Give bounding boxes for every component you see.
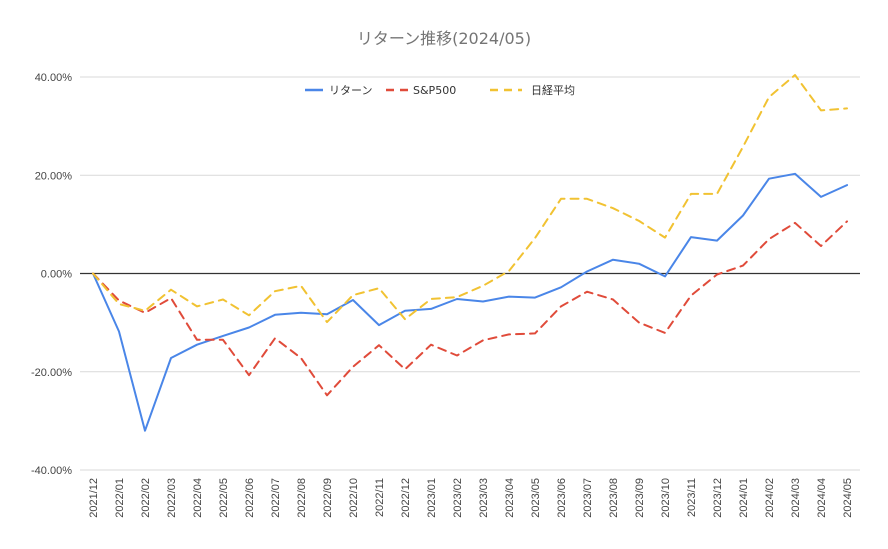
x-tick-label: 2022/02	[140, 478, 152, 518]
x-tick-label: 2023/07	[582, 478, 594, 518]
y-axis-ticks: 40.00% 20.00% 0.00% -20.00% -40.00%	[31, 72, 72, 477]
x-tick-label: 2024/04	[816, 478, 828, 518]
x-tick-label: 2023/01	[426, 478, 438, 518]
x-tick-label: 2023/03	[478, 478, 490, 518]
x-tick-label: 2021/12	[88, 478, 100, 518]
legend-label-0: リターン	[329, 84, 372, 97]
x-tick-label: 2023/06	[556, 478, 568, 518]
x-tick-label: 2023/05	[530, 478, 542, 518]
x-tick-label: 2024/02	[764, 478, 776, 518]
y-tick-label: 40.00%	[35, 72, 73, 84]
x-tick-label: 2022/10	[348, 478, 360, 518]
grid-lines	[80, 76, 860, 471]
legend: リターン S&P500 日経平均	[305, 84, 575, 97]
x-tick-label: 2022/03	[166, 478, 178, 518]
series-lines	[92, 74, 848, 432]
x-tick-label: 2022/05	[218, 478, 230, 518]
x-tick-label: 2023/02	[452, 478, 464, 518]
x-tick-label: 2023/04	[504, 478, 516, 518]
x-tick-label: 2022/06	[244, 478, 256, 518]
x-tick-label: 2023/12	[712, 478, 724, 518]
x-tick-label: 2024/03	[790, 478, 802, 518]
x-tick-label: 2024/01	[738, 478, 750, 518]
legend-label-1: S&P500	[413, 84, 456, 97]
x-tick-label: 2024/05	[842, 478, 854, 518]
x-tick-label: 2022/09	[322, 478, 334, 518]
legend-label-2: 日経平均	[531, 84, 575, 97]
y-tick-label: 0.00%	[41, 269, 72, 281]
y-tick-label: -20.00%	[31, 367, 72, 379]
x-tick-label: 2023/08	[608, 478, 620, 518]
x-tick-label: 2022/11	[374, 478, 386, 517]
x-axis-ticks: 2021/12 2022/01 2022/02 2022/03 2022/04 2022/…	[88, 478, 854, 518]
x-tick-label: 2023/11	[686, 478, 698, 517]
y-tick-label: -40.00%	[31, 465, 72, 477]
x-tick-label: 2022/04	[192, 478, 204, 518]
series-line-2	[92, 74, 848, 324]
x-tick-label: 2023/09	[634, 478, 646, 518]
x-tick-label: 2022/01	[114, 478, 126, 518]
x-tick-label: 2022/12	[400, 478, 412, 518]
x-tick-label: 2022/08	[296, 478, 308, 518]
x-tick-label: 2023/10	[660, 478, 672, 518]
x-tick-label: 2022/07	[270, 478, 282, 518]
series-line-1	[92, 220, 848, 397]
y-tick-label: 20.00%	[35, 170, 73, 182]
chart-title: リターン推移(2024/05)	[357, 29, 531, 48]
series-line-0	[92, 172, 848, 432]
